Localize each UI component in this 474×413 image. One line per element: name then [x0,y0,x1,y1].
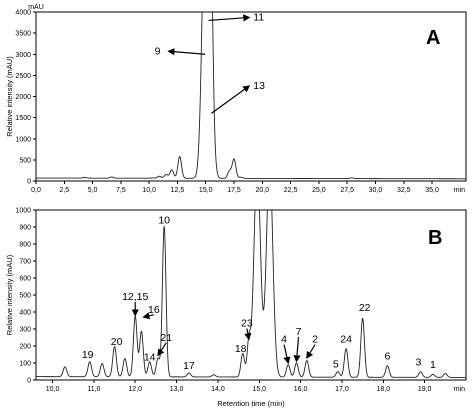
y-tick-label: 2000 [15,94,31,101]
x-tick-label: 19,0 [418,386,432,393]
y-tick-label: 3500 [15,31,31,38]
x-tick-label: 20,0 [256,187,270,194]
peak-arrow [293,336,301,363]
y-tick-label: 100 [19,361,31,368]
x-tick-label: 14,0 [211,386,225,393]
peak-label: 12,15 [122,291,148,303]
y-tick-label: 1500 [15,115,31,122]
x-unit-label: min [454,187,465,194]
y-tick-label: 800 [19,242,31,249]
peak-label: 11 [253,11,264,23]
x-tick-label: 25,0 [312,187,326,194]
peak-label: 9 [155,45,161,57]
y-tick-label: 400 [19,310,31,317]
peak-label: 6 [385,351,391,363]
chromatogram-trace [36,12,466,180]
x-tick-label: 16,0 [294,386,308,393]
x-tick-label: 7,5 [116,187,126,194]
y-axis-label: Relative intensity (mAU) [5,254,14,335]
peak-label: 4 [281,334,287,346]
x-tick-label: 30,0 [369,187,383,194]
y-tick-label: 2500 [15,73,31,80]
x-tick-label: 12,0 [128,386,142,393]
peak-arrow [167,48,206,56]
x-tick-label: 12,5 [171,187,185,194]
x-tick-label: 10,0 [142,187,156,194]
peak-label: 17 [183,360,195,372]
x-tick-label: 2,5 [59,187,69,194]
peak-label: 3 [416,357,422,369]
x-tick-label: 27,5 [340,187,354,194]
y-tick-label: 1000 [15,136,31,143]
x-tick-label: 22,5 [284,187,298,194]
peak-arrow [157,342,167,357]
plot-frame [35,209,467,381]
x-tick-label: 13,0 [170,386,184,393]
y-tick-label: 200 [19,344,31,351]
peak-arrow [283,344,291,365]
y-tick-label: 500 [19,157,31,164]
panel-letter: B [428,227,442,249]
y-tick-label: 4000 [15,10,31,17]
peak-label: 24 [340,334,352,346]
x-unit-label: min [454,386,465,393]
peak-arrow [142,312,154,320]
x-tick-label: 17,0 [335,386,349,393]
peak-label: 23 [241,317,253,329]
peak-label: 16 [148,304,160,316]
panel-a: 0 500 1000 1500 2000 2500 3000 3500 4000 0,0 2,5 5,… [5,4,467,194]
y-tick-label: 500 [19,293,31,300]
peak-arrow [244,328,252,341]
peak-label: 2 [312,334,318,346]
y-tick-label: 700 [19,259,31,266]
y-tick-label: 300 [19,327,31,334]
peak-label: 5 [333,358,339,370]
y-tick-label: 0 [27,378,31,385]
peak-arrow [211,85,251,114]
peak-label: 10 [158,215,170,227]
x-tick-label: 35,0 [425,187,439,194]
y-tick-label: 600 [19,276,31,283]
x-tick-label: 32,5 [397,187,411,194]
peak-label: 13 [253,80,265,92]
y-axis-label: Relative intensity (mAU) [5,56,14,137]
chromatogram-trace [36,210,466,378]
x-tick-label: 18,0 [376,386,390,393]
x-tick-label: 0,0 [31,187,41,194]
y-tick-label: 3000 [15,52,31,59]
y-tick-label: 1000 [15,208,31,215]
y-unit-label: mAU [28,4,44,11]
peak-label: 14 [144,351,156,363]
plot-frame [35,11,467,182]
peak-arrow [208,14,251,22]
y-tick-label: 900 [19,225,31,232]
peak-label: 7 [296,326,302,338]
peak-label: 20 [111,336,123,348]
x-axis-label: Retention time (min) [217,399,285,408]
x-tick-label: 17,5 [227,187,241,194]
panel-letter: A [426,27,440,49]
peak-label: 1 [430,359,436,371]
peak-label: 18 [235,343,247,355]
x-tick-label: 11,0 [87,386,100,393]
peak-label: 19 [82,349,94,361]
x-tick-label: 10,0 [46,386,60,393]
x-tick-label: 15,0 [199,187,213,194]
x-tick-label: 5,0 [88,187,98,194]
y-tick-label: 0 [27,179,31,186]
x-tick-label: 15,0 [252,386,266,393]
peak-label: 21 [160,332,172,344]
peak-label: 22 [359,302,371,314]
panel-b: 0 100 200 300 400 500 600 700 800 900 1000 10,0 11,0… [5,208,467,408]
peak-arrow [306,344,316,359]
